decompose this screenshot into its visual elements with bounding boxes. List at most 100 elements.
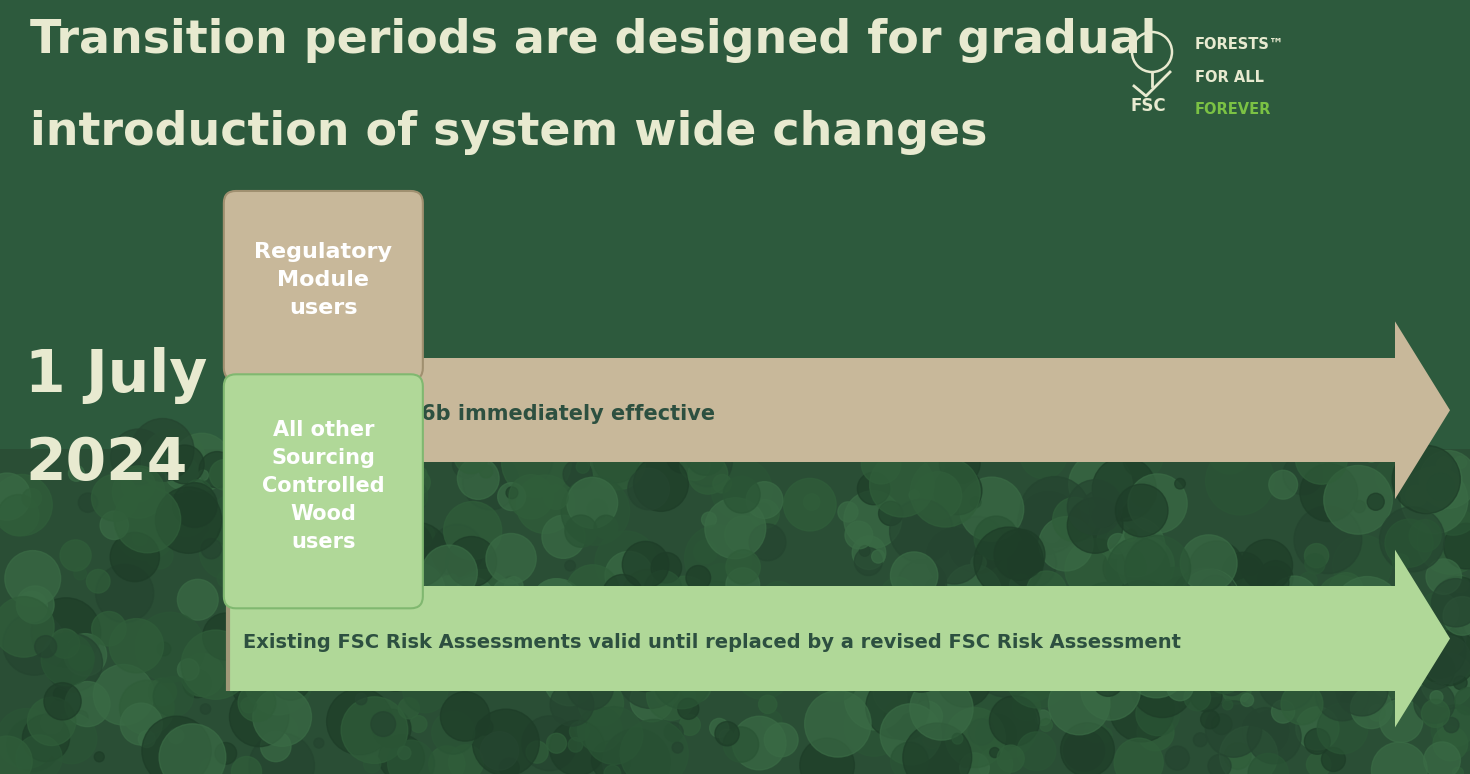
Circle shape — [156, 487, 222, 553]
Circle shape — [588, 499, 607, 519]
Circle shape — [872, 550, 885, 563]
Circle shape — [714, 721, 739, 746]
Circle shape — [268, 622, 307, 660]
Circle shape — [93, 665, 154, 725]
Circle shape — [460, 635, 498, 673]
Circle shape — [1195, 659, 1232, 697]
Circle shape — [28, 697, 76, 745]
Circle shape — [1379, 507, 1445, 572]
Circle shape — [1367, 493, 1385, 510]
Circle shape — [1426, 559, 1461, 594]
Circle shape — [50, 700, 68, 717]
Circle shape — [1308, 613, 1358, 662]
Circle shape — [666, 580, 684, 598]
Circle shape — [178, 579, 218, 620]
Circle shape — [973, 630, 1039, 697]
Circle shape — [576, 461, 589, 473]
Text: FSC-PRO-60-006b immediately effective: FSC-PRO-60-006b immediately effective — [243, 404, 714, 424]
Circle shape — [1289, 602, 1327, 641]
Circle shape — [1316, 615, 1338, 637]
Circle shape — [1305, 553, 1324, 574]
Circle shape — [694, 540, 717, 563]
Circle shape — [65, 681, 110, 727]
Circle shape — [647, 672, 695, 721]
Circle shape — [78, 493, 97, 512]
Circle shape — [228, 601, 247, 621]
Circle shape — [165, 445, 204, 484]
Circle shape — [784, 478, 836, 531]
Circle shape — [603, 574, 642, 615]
Circle shape — [231, 756, 262, 774]
Circle shape — [945, 707, 1005, 768]
Circle shape — [898, 560, 947, 608]
Circle shape — [1170, 595, 1214, 639]
Circle shape — [1317, 576, 1366, 623]
Circle shape — [634, 457, 688, 512]
Circle shape — [883, 591, 939, 646]
Circle shape — [914, 471, 961, 519]
Circle shape — [16, 586, 54, 624]
Circle shape — [542, 515, 585, 558]
Circle shape — [1139, 577, 1176, 614]
Bar — [0, 0, 1470, 449]
Circle shape — [1324, 465, 1392, 534]
Circle shape — [53, 687, 68, 701]
Circle shape — [1191, 680, 1222, 711]
Circle shape — [198, 470, 209, 481]
Circle shape — [723, 476, 760, 513]
Circle shape — [41, 633, 94, 686]
Circle shape — [1166, 746, 1189, 770]
Circle shape — [379, 735, 425, 774]
Circle shape — [1444, 717, 1460, 733]
Circle shape — [1242, 707, 1289, 755]
Circle shape — [1258, 560, 1294, 595]
Circle shape — [1396, 448, 1463, 513]
Circle shape — [351, 550, 422, 619]
Circle shape — [997, 745, 1025, 772]
Circle shape — [181, 630, 250, 700]
Circle shape — [422, 545, 478, 601]
Text: FSC: FSC — [1130, 97, 1166, 115]
Text: FOR ALL: FOR ALL — [1195, 70, 1264, 85]
Circle shape — [169, 728, 184, 744]
Circle shape — [760, 625, 772, 637]
Circle shape — [573, 610, 638, 676]
Circle shape — [1107, 537, 1170, 601]
Circle shape — [388, 563, 445, 620]
Circle shape — [550, 721, 604, 774]
Circle shape — [682, 683, 695, 696]
Circle shape — [248, 733, 315, 774]
Circle shape — [881, 577, 914, 611]
Circle shape — [1257, 567, 1289, 598]
Circle shape — [853, 536, 886, 570]
Circle shape — [72, 669, 100, 697]
Circle shape — [591, 741, 631, 774]
Circle shape — [1304, 543, 1329, 568]
Circle shape — [891, 552, 938, 599]
Circle shape — [926, 528, 982, 584]
Circle shape — [756, 503, 770, 519]
Circle shape — [463, 454, 519, 510]
Circle shape — [1067, 480, 1122, 535]
Circle shape — [454, 577, 494, 617]
Circle shape — [1424, 742, 1460, 774]
Circle shape — [141, 429, 206, 494]
Circle shape — [1336, 604, 1354, 622]
Circle shape — [960, 757, 970, 767]
Circle shape — [444, 502, 501, 560]
Circle shape — [1379, 699, 1423, 742]
Circle shape — [200, 525, 254, 579]
Circle shape — [979, 748, 1013, 774]
Circle shape — [1317, 703, 1369, 754]
FancyBboxPatch shape — [223, 191, 423, 380]
Circle shape — [1020, 432, 1067, 478]
Circle shape — [50, 628, 79, 658]
Circle shape — [1208, 431, 1251, 474]
Circle shape — [711, 459, 772, 520]
Circle shape — [1247, 710, 1301, 764]
Circle shape — [498, 612, 519, 632]
Circle shape — [1086, 651, 1116, 680]
Circle shape — [891, 742, 929, 774]
Circle shape — [1222, 552, 1264, 594]
Circle shape — [747, 481, 784, 519]
